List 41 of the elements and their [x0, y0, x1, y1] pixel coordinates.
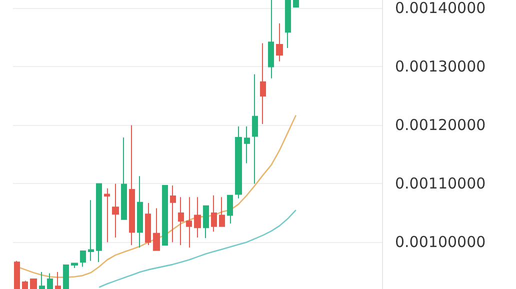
candlestick	[71, 262, 78, 268]
candlestick	[211, 194, 217, 232]
candlestick	[244, 126, 250, 164]
candlestick	[112, 183, 119, 238]
candlestick	[121, 136, 127, 220]
candlestick	[47, 272, 53, 289]
candlestick	[252, 74, 258, 184]
candlestick	[170, 184, 176, 243]
candlestick	[96, 183, 102, 263]
candlestick	[145, 202, 151, 246]
candlestick	[293, 0, 299, 8]
y-tick-label: 0.00100000	[395, 233, 486, 252]
candlestick	[276, 22, 283, 62]
candlestick	[260, 42, 266, 125]
candlestick	[186, 196, 192, 248]
candlestick	[137, 176, 143, 248]
candlestick	[178, 196, 184, 246]
candlestick	[39, 272, 45, 289]
candlestick	[30, 278, 37, 289]
y-tick-label: 0.00110000	[395, 174, 486, 193]
candlestick	[129, 124, 135, 246]
candlestick	[80, 250, 86, 268]
y-tick-label: 0.00140000	[395, 0, 486, 18]
candlestick	[153, 208, 160, 251]
candlestick	[268, 0, 274, 79]
candlestick	[88, 200, 94, 262]
candlestick	[227, 194, 233, 224]
candlestick	[235, 126, 242, 199]
candlestick	[219, 196, 225, 227]
y-tick-label: 0.00120000	[395, 116, 486, 134]
candlestick	[63, 264, 69, 289]
y-tick-label: 0.00130000	[395, 58, 486, 76]
candlestick	[14, 260, 20, 289]
line-series	[98, 209, 297, 288]
candlestick	[203, 205, 209, 239]
candlestick	[285, 0, 291, 48]
candlestick	[104, 188, 110, 243]
candlestick	[22, 280, 28, 289]
candlestick	[55, 272, 61, 289]
candlestick	[194, 196, 201, 238]
candlestick	[162, 184, 168, 246]
